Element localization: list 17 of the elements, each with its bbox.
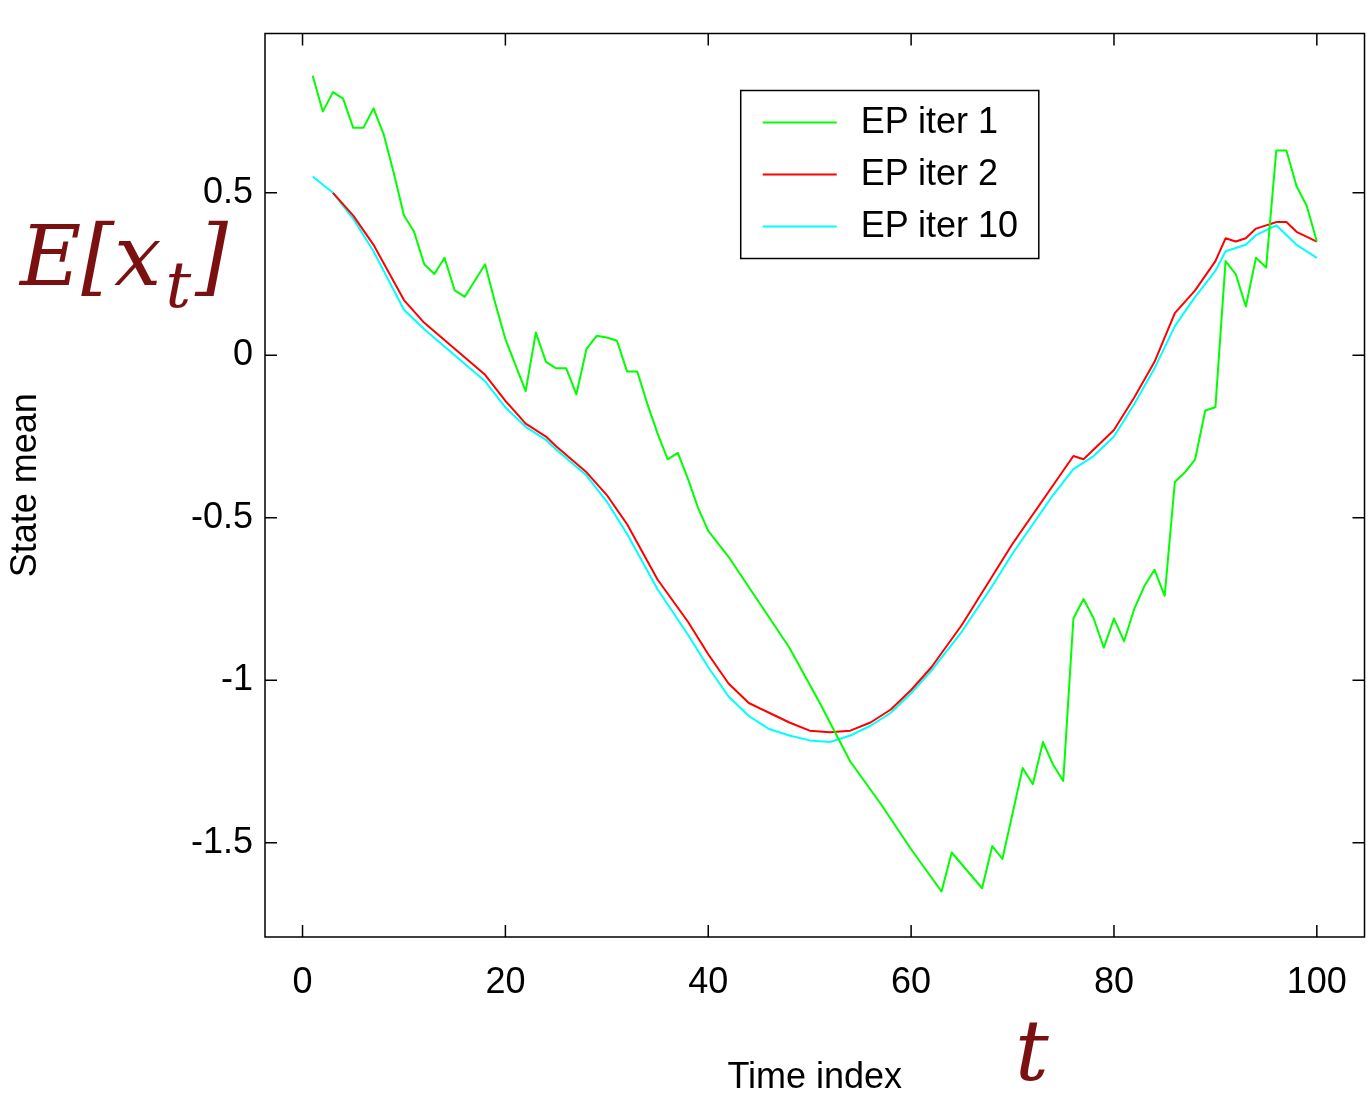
x-tick-label: 40 [688,959,729,1001]
x-tick-label: 20 [485,959,526,1001]
y-tick-label: -0.5 [190,494,253,536]
x-tick-label: 100 [1286,959,1347,1001]
legend-label: EP iter 10 [860,203,1019,245]
x-axis-title: Time index [727,1055,903,1097]
y-tick-label: -1.5 [190,819,253,861]
y-tick-label: 0 [232,332,253,374]
legend-label: EP iter 2 [860,151,999,193]
x-tick-label: 80 [1093,959,1134,1001]
x-tick-label: 60 [891,959,932,1001]
x-tick-label: 0 [292,959,313,1001]
y-tick-label: -1 [220,657,253,699]
y-axis-title: State mean [2,393,44,578]
legend-label: EP iter 1 [860,99,999,141]
y-tick-label: 0.5 [202,169,253,211]
text: t [1015,1002,1049,1100]
